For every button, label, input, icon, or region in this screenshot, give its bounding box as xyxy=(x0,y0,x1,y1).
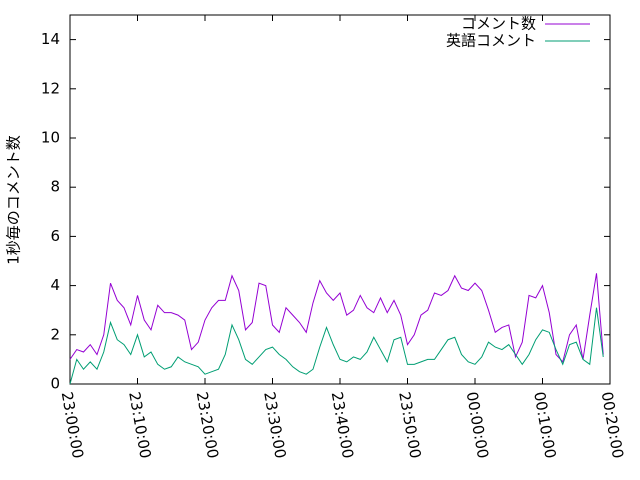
y-tick-label: 10 xyxy=(41,129,60,147)
x-tick-label: 23:00:00 xyxy=(58,390,87,459)
y-tick-label: 2 xyxy=(50,325,60,343)
x-tick-label: 00:00:00 xyxy=(463,390,492,459)
y-axis-label: 1秒毎のコメント数 xyxy=(5,135,23,265)
x-tick-label: 00:20:00 xyxy=(598,390,627,459)
x-tick-label: 23:10:00 xyxy=(125,390,154,459)
x-tick-label: 23:30:00 xyxy=(260,390,289,459)
y-tick-label: 6 xyxy=(50,227,60,245)
series-line xyxy=(69,273,604,363)
x-tick-label: 23:40:00 xyxy=(328,390,357,459)
legend-label: 英語コメント xyxy=(446,32,536,50)
x-tick-label: 00:10:00 xyxy=(530,390,559,459)
legend-label: コメント数 xyxy=(461,15,536,33)
x-tick-label: 23:50:00 xyxy=(395,390,424,459)
x-tick-label: 23:20:00 xyxy=(193,390,222,459)
y-tick-label: 4 xyxy=(50,276,60,294)
series-line xyxy=(69,307,604,385)
y-tick-label: 0 xyxy=(50,375,60,393)
y-tick-label: 8 xyxy=(50,178,60,196)
y-tick-label: 12 xyxy=(41,79,60,97)
y-tick-label: 14 xyxy=(41,30,60,48)
